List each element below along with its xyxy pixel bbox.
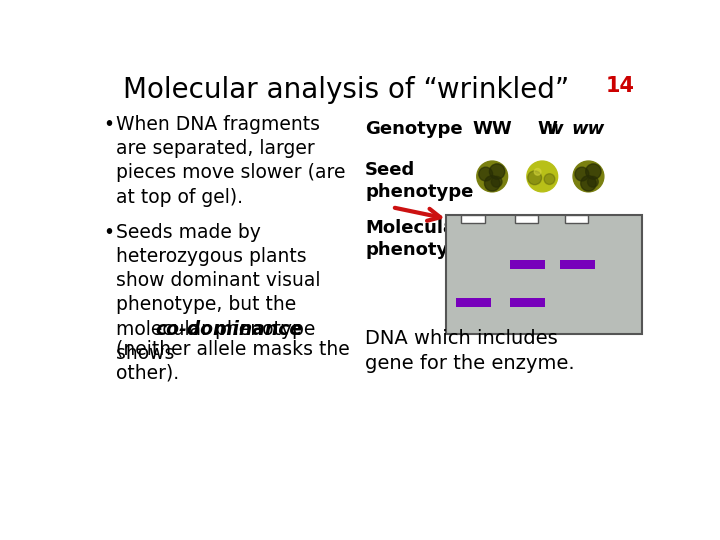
Text: Seed
phenotype: Seed phenotype — [365, 161, 474, 201]
Text: Molecular analysis of “wrinkled”: Molecular analysis of “wrinkled” — [123, 76, 569, 104]
Text: DNA which includes
gene for the enzyme.: DNA which includes gene for the enzyme. — [365, 329, 575, 373]
Circle shape — [585, 164, 601, 179]
Circle shape — [573, 161, 604, 192]
Text: •: • — [104, 115, 114, 134]
Circle shape — [491, 177, 502, 187]
Text: When DNA fragments
are separated, larger
pieces move slower (are
at top of gel).: When DNA fragments are separated, larger… — [117, 115, 346, 207]
Bar — [565, 215, 588, 222]
Text: W: W — [538, 120, 557, 138]
Text: Molecular
phenotype: Molecular phenotype — [365, 219, 474, 259]
Bar — [462, 215, 485, 222]
Text: WW: WW — [472, 120, 512, 138]
Circle shape — [527, 161, 558, 192]
Circle shape — [534, 168, 541, 175]
Circle shape — [588, 177, 598, 187]
Text: ww: ww — [572, 120, 605, 138]
Circle shape — [544, 174, 555, 185]
Bar — [560, 260, 595, 269]
Circle shape — [479, 167, 492, 181]
Text: (neither allele masks the
other).: (neither allele masks the other). — [117, 340, 350, 383]
Circle shape — [485, 176, 500, 191]
Text: co-dominance: co-dominance — [155, 320, 302, 339]
Circle shape — [477, 161, 508, 192]
Text: •: • — [104, 222, 114, 242]
Text: Genotype: Genotype — [365, 120, 463, 138]
Text: Seeds made by
heterozygous plants
show dominant visual
phenotype, but the
molecu: Seeds made by heterozygous plants show d… — [117, 222, 321, 363]
Text: w: w — [546, 120, 563, 138]
Bar — [456, 298, 490, 307]
Circle shape — [528, 171, 541, 185]
Bar — [510, 260, 544, 269]
Circle shape — [581, 176, 596, 191]
Bar — [516, 215, 539, 222]
Bar — [510, 298, 544, 307]
Circle shape — [575, 167, 589, 181]
Text: 14: 14 — [606, 76, 634, 96]
Bar — [446, 215, 642, 334]
Circle shape — [490, 164, 505, 179]
